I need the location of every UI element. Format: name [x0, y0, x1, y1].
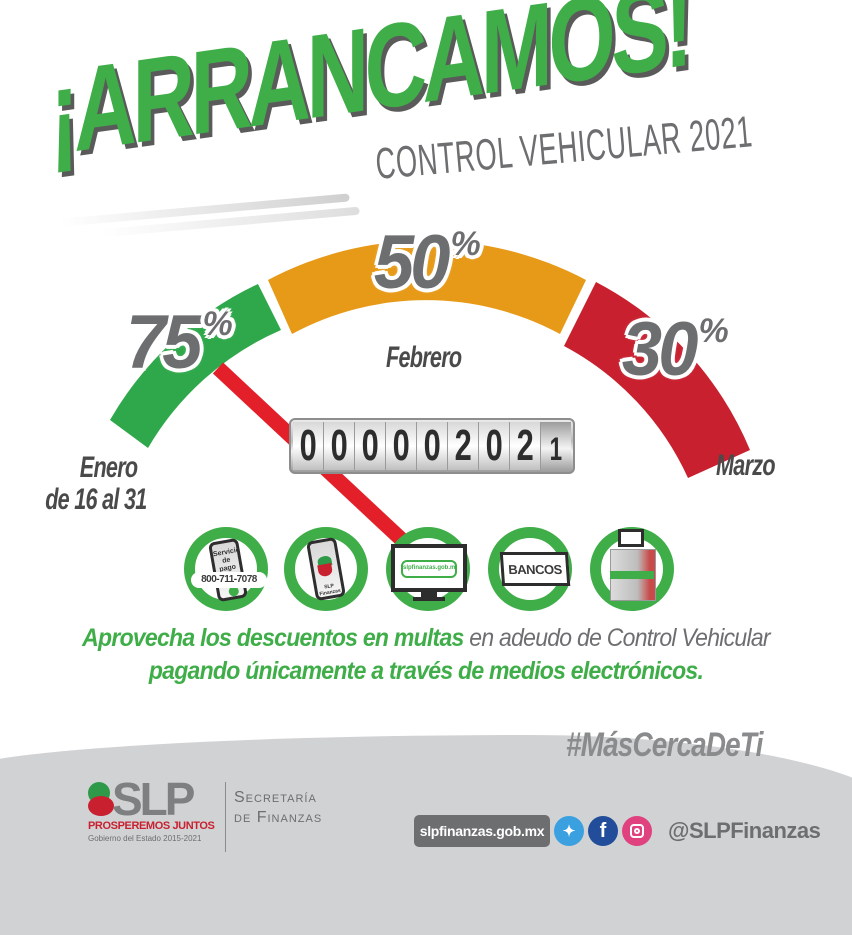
website-link[interactable]: slpfinanzas.gob.mx [414, 815, 550, 847]
odometer-digit: 0 [417, 421, 448, 470]
odometer-digit: 1 [541, 422, 571, 470]
promo-message: Aprovecha los descuentos en multas en ad… [82, 624, 770, 685]
odometer-digit: 0 [479, 421, 510, 470]
odometer-digit: 0 [324, 421, 355, 470]
department-name: Secretaría de Finanzas [234, 789, 323, 826]
payment-app: SLP Finanzas [284, 527, 368, 611]
phone-number: 800-711-7078 [191, 572, 267, 588]
bank-sign-icon: BANCOS [499, 552, 571, 586]
odometer-digit: 2 [448, 421, 479, 470]
social-handle[interactable]: @SLPFinanzas [668, 818, 821, 843]
kiosk-icon [610, 529, 656, 601]
twitter-icon[interactable]: ✦ [554, 816, 584, 846]
monitor-icon: slpfinanzas.gob.mx [386, 527, 472, 611]
odometer-digit: 0 [293, 421, 324, 470]
instagram-icon[interactable] [622, 816, 652, 846]
odometer-digit: 0 [386, 421, 417, 470]
payment-banks: BANCOS [488, 527, 572, 611]
odometer: 0 0 0 0 0 2 0 2 1 [289, 418, 575, 474]
month-label-febrero: Febrero [386, 341, 462, 374]
logo-divider [225, 782, 226, 852]
odometer-digit: 2 [510, 421, 541, 470]
discount-febrero: 50% [373, 220, 481, 305]
month-label-enero: Enero de 16 al 31 [45, 451, 147, 516]
phone-icon: Servicio de pago [208, 537, 248, 603]
discount-marzo: 30% [621, 307, 729, 392]
odometer-digit: 0 [355, 421, 386, 470]
portal-url: slpfinanzas.gob.mx [401, 560, 457, 578]
hashtag: #MásCercaDeTi [566, 726, 763, 764]
facebook-icon[interactable]: f [588, 816, 618, 846]
discount-enero: 75% [125, 300, 233, 385]
payment-phone-service: Servicio de pago 800-711-7078 [184, 527, 268, 611]
month-label-marzo: Marzo [716, 449, 776, 482]
slp-logo: SLP PROSPEREMOS JUNTOS Gobierno del Esta… [88, 773, 215, 843]
payment-methods: Servicio de pago 800-711-7078 SLP Finanz… [180, 527, 680, 612]
smartphone-icon: SLP Finanzas [306, 536, 346, 602]
